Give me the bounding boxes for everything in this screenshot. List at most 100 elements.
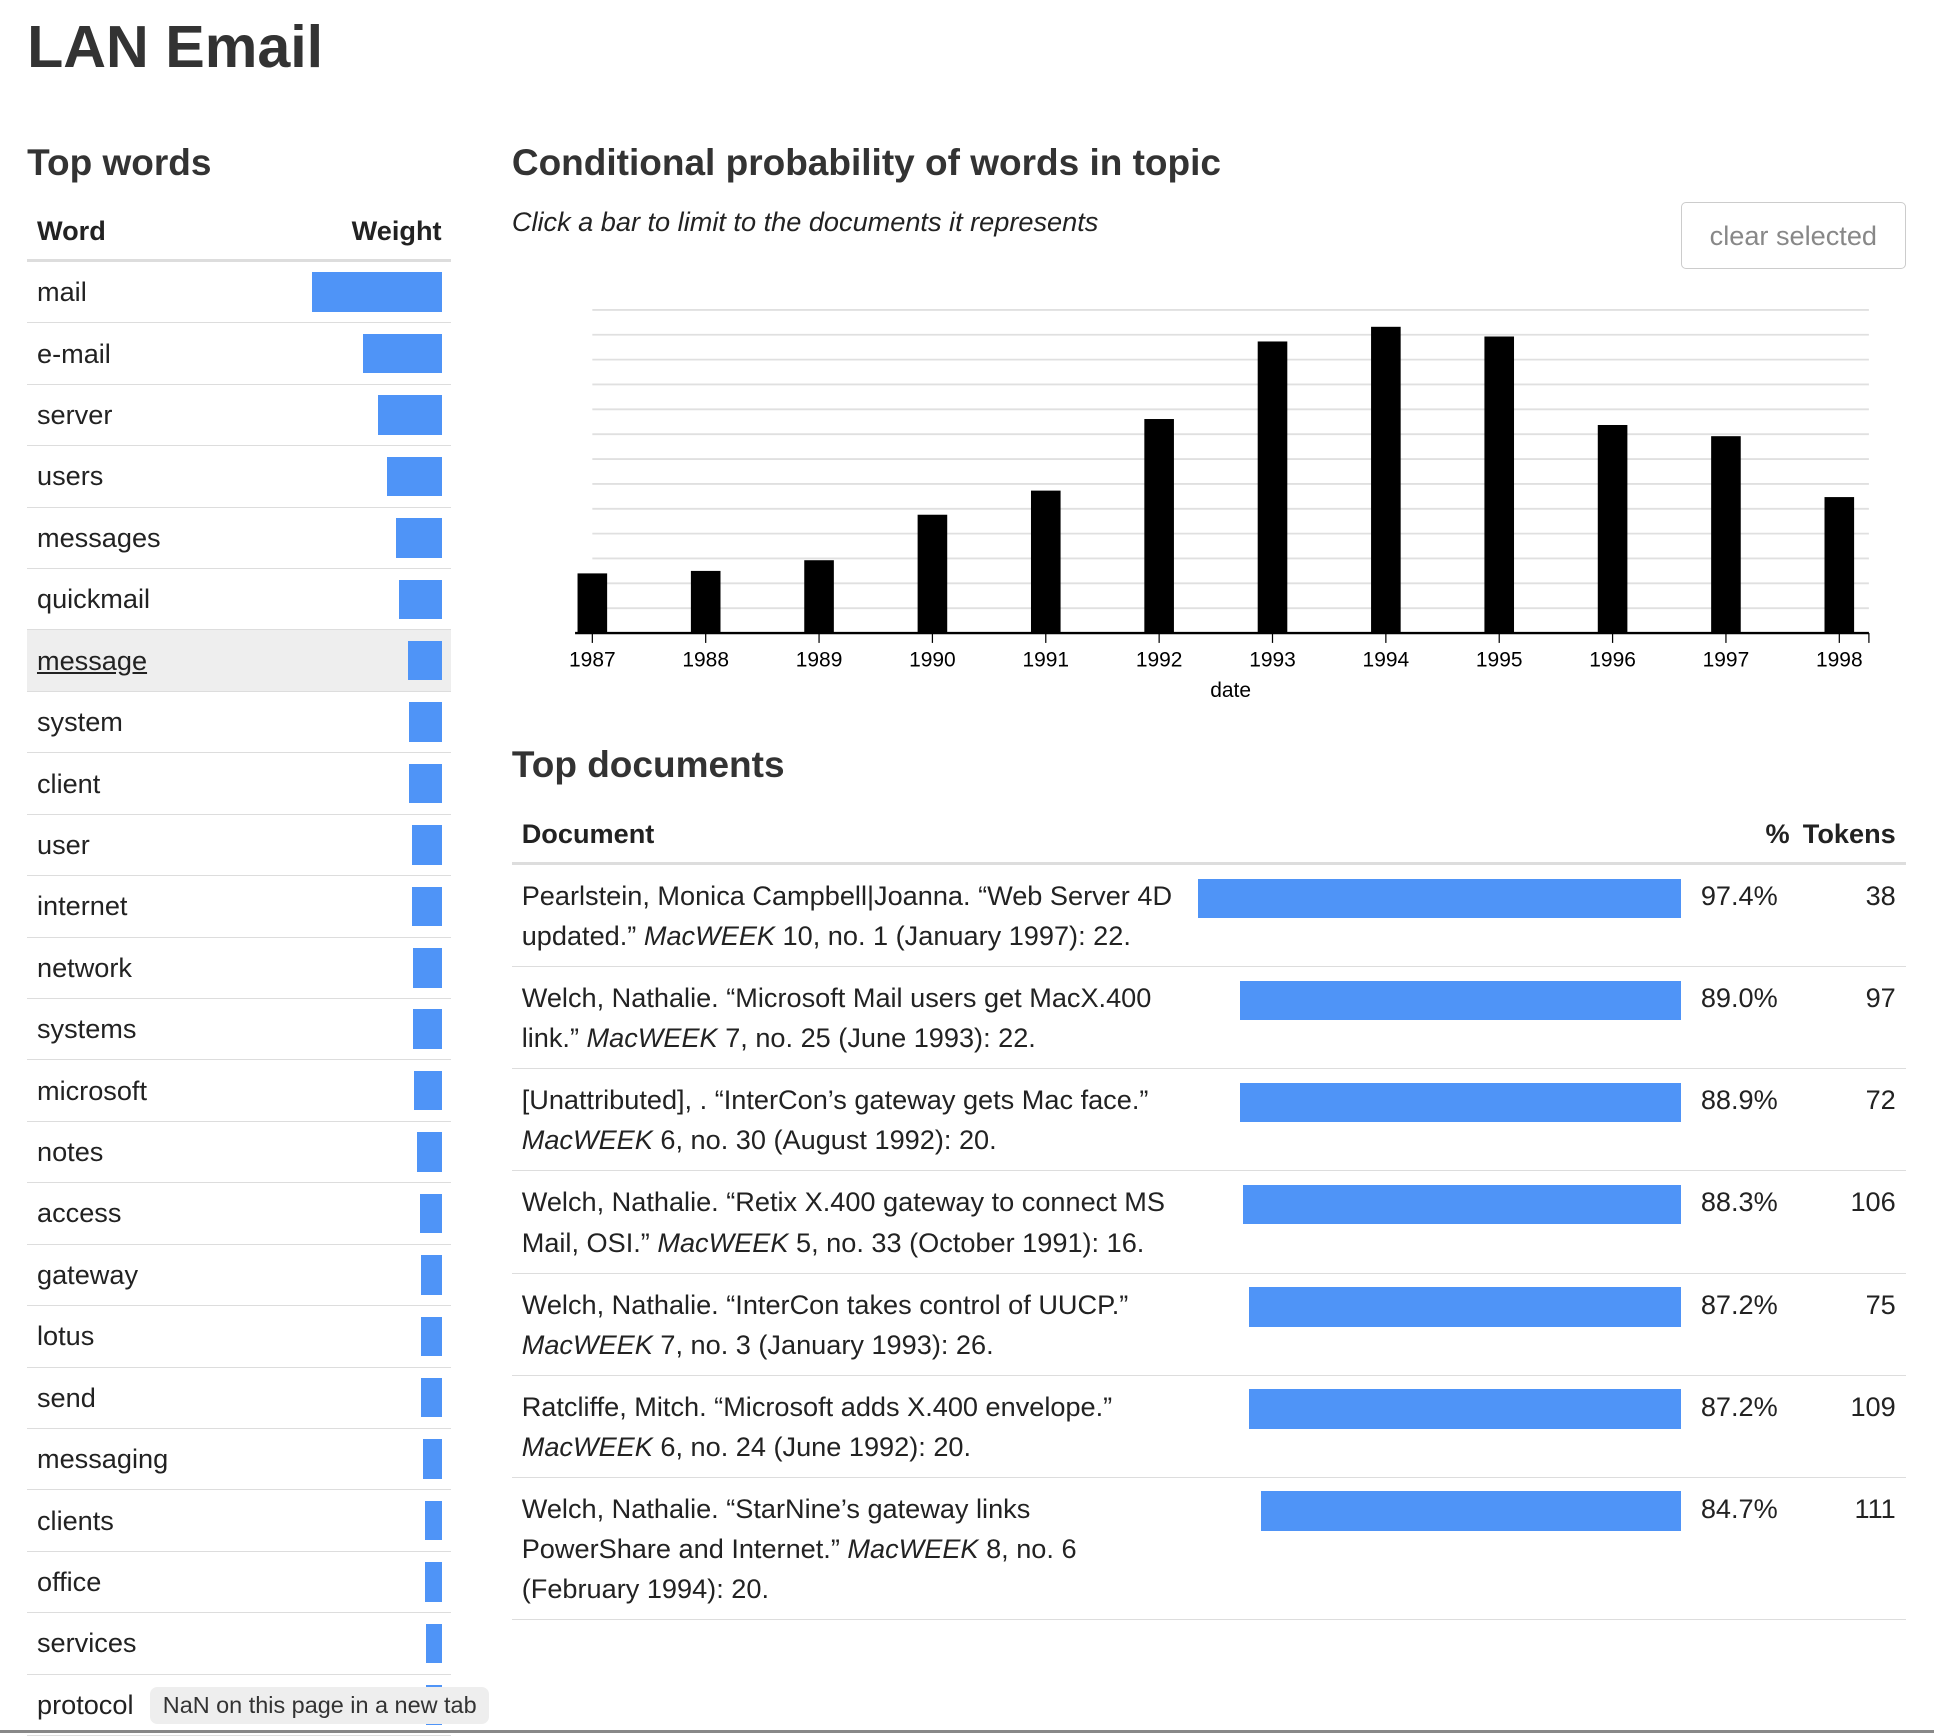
date-bar-chart: 1987 1988 1989 1990 1991 1992 1993 1994 1995 1996… — [569, 308, 1870, 702]
word-label[interactable]: client — [36, 767, 101, 799]
weight-bar — [312, 272, 442, 312]
word-row[interactable]: message — [27, 630, 452, 692]
word-row[interactable]: lotus — [27, 1306, 452, 1368]
word-label[interactable]: send — [36, 1381, 96, 1413]
col-pct[interactable]: % — [1765, 817, 1790, 849]
word-label[interactable]: e-mail — [36, 337, 111, 369]
word-row[interactable]: server — [27, 385, 452, 447]
document-citation[interactable]: Pearlstein, Monica Campbell|Joanna. “Web… — [522, 876, 1176, 956]
word-row[interactable]: send — [27, 1368, 452, 1429]
word-row[interactable]: messaging — [27, 1429, 452, 1491]
bar-1992[interactable] — [1144, 418, 1174, 633]
word-label[interactable]: access — [36, 1197, 122, 1229]
word-label[interactable]: clients — [36, 1504, 114, 1536]
citation-details: 7, no. 3 (January 1993): 26. — [652, 1328, 994, 1360]
word-row[interactable]: access — [27, 1183, 452, 1245]
col-document[interactable]: Document — [521, 817, 655, 849]
citation-text: Welch, Nathalie. “StarNine’s gateway lin… — [521, 1492, 1031, 1564]
document-row[interactable]: [Unattributed], . “InterCon’s gateway ge… — [511, 1069, 1906, 1172]
citation-details: 6, no. 30 (August 1992): 20. — [652, 1124, 997, 1156]
word-row[interactable]: systems — [27, 999, 452, 1061]
top-words-table: Word Weight mail e-mail server users message… — [27, 210, 452, 1736]
word-label[interactable]: systems — [36, 1013, 137, 1045]
bar-1993[interactable] — [1257, 341, 1287, 633]
word-row[interactable]: notes — [27, 1122, 452, 1184]
document-row[interactable]: Welch, Nathalie. “InterCon takes control… — [511, 1274, 1906, 1376]
col-word[interactable]: Word — [36, 214, 106, 246]
top-documents-heading: Top documents — [511, 743, 785, 785]
word-label[interactable]: user — [36, 828, 90, 860]
document-citation[interactable]: Welch, Nathalie. “InterCon takes control… — [522, 1285, 1176, 1365]
document-citation[interactable]: Welch, Nathalie. “Microsoft Mail users g… — [522, 978, 1176, 1058]
page-title: LAN Email — [27, 13, 324, 81]
word-row[interactable]: clients — [27, 1490, 452, 1552]
weight-bar — [413, 1009, 442, 1049]
word-row[interactable]: services — [27, 1613, 452, 1675]
document-row[interactable]: Welch, Nathalie. “StarNine’s gateway lin… — [511, 1478, 1906, 1620]
document-row[interactable]: Pearlstein, Monica Campbell|Joanna. “Web… — [511, 865, 1906, 968]
word-label[interactable]: messages — [36, 521, 161, 553]
pct-bar — [1198, 878, 1682, 919]
word-label[interactable]: message — [36, 644, 148, 676]
word-row[interactable]: internet — [27, 876, 452, 938]
word-row[interactable]: office — [27, 1552, 452, 1614]
document-citation[interactable]: [Unattributed], . “InterCon’s gateway ge… — [522, 1080, 1176, 1160]
word-row[interactable]: users — [27, 446, 452, 508]
word-label[interactable]: system — [36, 706, 123, 738]
word-label[interactable]: notes — [36, 1136, 104, 1168]
weight-bar — [378, 395, 442, 435]
pct-value: 89.0% — [1700, 982, 1778, 1014]
word-row[interactable]: network — [27, 938, 452, 999]
bar-1989[interactable] — [803, 559, 834, 633]
word-row[interactable]: mail — [27, 262, 452, 324]
word-label[interactable]: office — [36, 1565, 102, 1597]
word-label[interactable]: protocol — [36, 1688, 134, 1720]
clear-selected-button[interactable]: clear selected — [1681, 202, 1906, 269]
document-citation[interactable]: Ratcliffe, Mitch. “Microsoft adds X.400 … — [522, 1387, 1176, 1467]
word-label[interactable]: services — [36, 1627, 137, 1659]
bar-1991[interactable] — [1030, 490, 1061, 633]
journal-name: MacWEEK — [521, 1328, 653, 1360]
word-label[interactable]: mail — [36, 276, 87, 308]
bar-1997[interactable] — [1710, 435, 1741, 633]
bar-1987[interactable] — [577, 573, 607, 633]
word-label[interactable]: internet — [36, 890, 128, 922]
word-label[interactable]: quickmail — [36, 583, 151, 615]
document-row[interactable]: Ratcliffe, Mitch. “Microsoft adds X.400 … — [511, 1376, 1906, 1478]
x-tick-label: 1997 — [1702, 648, 1749, 671]
citation-text: Welch, Nathalie. “Microsoft Mail users g… — [521, 982, 1152, 1054]
word-row[interactable]: user — [27, 815, 452, 877]
col-tokens[interactable]: Tokens — [1802, 817, 1896, 849]
word-label[interactable]: messaging — [36, 1443, 169, 1475]
document-citation[interactable]: Welch, Nathalie. “Retix X.400 gateway to… — [522, 1182, 1176, 1262]
bar-1995[interactable] — [1484, 336, 1514, 633]
word-label[interactable]: gateway — [36, 1258, 139, 1290]
word-label[interactable]: network — [36, 951, 132, 983]
word-label[interactable]: lotus — [36, 1320, 95, 1352]
pct-value: 88.3% — [1700, 1186, 1778, 1218]
weight-bar — [416, 1132, 442, 1172]
word-label[interactable]: server — [36, 398, 113, 430]
word-row[interactable]: system — [27, 692, 452, 754]
token-count: 38 — [1865, 880, 1896, 912]
bar-1996[interactable] — [1597, 424, 1628, 633]
bar-1994[interactable] — [1370, 326, 1401, 633]
pct-bar — [1248, 1287, 1682, 1327]
word-row[interactable]: quickmail — [27, 569, 452, 631]
bar-1990[interactable] — [917, 514, 947, 633]
weight-bar — [409, 702, 442, 742]
word-label[interactable]: users — [36, 460, 104, 492]
col-weight[interactable]: Weight — [351, 214, 442, 246]
word-row[interactable]: client — [27, 753, 452, 815]
word-row[interactable]: microsoft — [27, 1060, 452, 1122]
word-row[interactable]: e-mail — [27, 323, 452, 385]
bar-1998[interactable] — [1824, 496, 1854, 633]
document-citation[interactable]: Welch, Nathalie. “StarNine’s gateway lin… — [522, 1489, 1176, 1609]
word-row[interactable]: gateway — [27, 1245, 452, 1307]
weight-bar — [409, 763, 442, 804]
document-row[interactable]: Welch, Nathalie. “Retix X.400 gateway to… — [511, 1171, 1906, 1274]
document-row[interactable]: Welch, Nathalie. “Microsoft Mail users g… — [511, 967, 1906, 1070]
bar-1988[interactable] — [690, 570, 721, 633]
word-row[interactable]: messages — [27, 508, 452, 570]
word-label[interactable]: microsoft — [36, 1074, 148, 1106]
